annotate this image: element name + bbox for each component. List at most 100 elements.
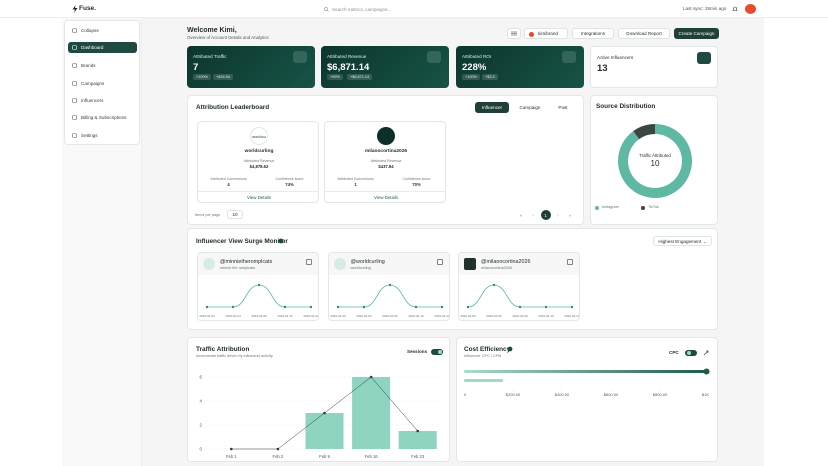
sparkline: 2026-02-03 2026-02-04 2026-02-06 2026-02-16… xyxy=(330,283,449,318)
tab[interactable]: Post xyxy=(551,102,575,113)
nav-icon xyxy=(72,133,77,138)
icon-shape xyxy=(72,45,77,50)
legend-label: Instagram xyxy=(602,205,619,209)
cost-chart: 0 $200.00 $400.00 $600.00 $800.00 $1K xyxy=(463,368,710,397)
x-tick-label: 2026-02-04 xyxy=(356,314,372,318)
bar xyxy=(305,413,344,449)
x-tick-label: Feb 1 xyxy=(226,454,237,459)
sparkline-point xyxy=(518,305,522,309)
tab[interactable]: Influencer xyxy=(475,102,509,113)
x-tick-label: 2026-02-09 xyxy=(512,314,528,318)
x-tick-label: Feb 9 xyxy=(319,454,330,459)
card-header xyxy=(459,253,579,275)
x-tick-label: 0 xyxy=(464,392,467,397)
legend-dot xyxy=(595,206,599,210)
x-tick-label: 2026-02-06 xyxy=(486,314,502,318)
traffic-panel: Traffic Attribution Incremental traffic … xyxy=(187,337,450,462)
kpi-icon[interactable] xyxy=(293,51,307,63)
expand-icon[interactable] xyxy=(703,350,709,356)
influencer-name: worldcurling xyxy=(244,149,274,154)
integrations-button[interactable]: Integrations xyxy=(572,28,614,39)
bar xyxy=(464,379,504,382)
info-icon[interactable] xyxy=(507,346,513,352)
metric-value: 74% xyxy=(285,182,294,187)
panel-subtitle: Influencer CPC / CPM xyxy=(464,354,502,358)
surge-card: @worldcurling worldcurling 2026-02-03 2026-… xyxy=(327,252,450,321)
button-label: Create Campaign xyxy=(678,31,715,36)
menu-button[interactable] xyxy=(507,28,521,39)
page-button[interactable]: » xyxy=(568,212,572,218)
nav-item[interactable]: Dashboard xyxy=(68,42,137,53)
page-button[interactable]: « xyxy=(519,212,523,218)
create-campaign-button[interactable]: Create Campaign xyxy=(674,28,719,39)
nav-item[interactable]: Campaigns xyxy=(68,78,137,89)
kpi-icon[interactable] xyxy=(697,52,711,64)
info-icon[interactable] xyxy=(278,238,284,244)
nav-item[interactable]: Brands xyxy=(68,60,137,71)
nav-item[interactable]: Settings xyxy=(68,130,137,141)
avatar[interactable] xyxy=(745,4,756,14)
page-button[interactable]: ‹ xyxy=(532,212,535,218)
x-tick-label: $1K xyxy=(702,392,709,397)
kpi-chip: +100% xyxy=(193,74,211,80)
nav-label: Campaigns xyxy=(81,81,105,86)
x-tick-label: 2026-02-06 xyxy=(382,314,398,318)
kpi-icon[interactable] xyxy=(427,51,441,63)
panel-subtitle: Incremental traffic driven by influencer… xyxy=(196,354,273,358)
items-per-page-select[interactable]: 10 xyxy=(227,210,243,219)
page-button[interactable]: › xyxy=(557,212,559,218)
kpi-icon[interactable] xyxy=(562,51,576,63)
surge-card: @minnietheromplcats minnie the romplcats 2… xyxy=(197,252,319,321)
x-tick-label: 2026-02-16 xyxy=(408,314,424,318)
avatar xyxy=(377,127,395,145)
link-icon[interactable] xyxy=(306,259,312,265)
nav-item[interactable]: Collapse xyxy=(68,25,137,36)
traffic-chart: 0 2 4 6 Feb 1 Feb 2 Feb 9 Feb 16 Feb 23 xyxy=(200,375,441,459)
icon-shape xyxy=(72,98,77,103)
kpi-chip: +99% xyxy=(327,74,343,80)
nav-item[interactable]: Billing & Subscriptions xyxy=(68,112,137,123)
view-details-link[interactable]: View Details xyxy=(246,195,272,200)
metric-value: $4,878.62 xyxy=(249,164,269,169)
bell-icon[interactable] xyxy=(732,6,738,12)
nav-item[interactable]: Influencers xyxy=(68,95,137,106)
toggle-switch[interactable] xyxy=(685,350,697,356)
nav-icon xyxy=(72,45,77,50)
chevron: ⌄ xyxy=(703,238,707,244)
search-box[interactable]: Search metrics, campaigns... xyxy=(318,4,428,14)
brand-select[interactable]: kimibrand xyxy=(524,28,568,39)
toggle-knob xyxy=(686,351,691,355)
sort-select[interactable]: Highest Engagement ⌄ xyxy=(653,236,712,246)
sparkline: 2026-02-03 2026-02-06 2026-02-09 2026-02-16… xyxy=(460,283,579,318)
trend-point xyxy=(416,429,419,433)
tab[interactable]: Campaign xyxy=(511,102,549,113)
kpi-label: Active Influencers xyxy=(597,55,634,60)
avatar xyxy=(333,258,346,270)
avatar xyxy=(464,258,476,270)
x-tick-label: 2026-02-03 xyxy=(460,314,476,318)
x-tick-label: 2026-02-16 xyxy=(538,314,554,318)
link-icon[interactable] xyxy=(567,259,573,265)
metric-label: Attributed Conversions xyxy=(210,177,247,181)
toggle-switch[interactable] xyxy=(431,349,443,355)
link-icon[interactable] xyxy=(436,259,443,265)
surge-panel: Influencer View Surge Monitor Highest En… xyxy=(187,228,718,330)
y-tick-label: 4 xyxy=(200,399,203,404)
trend-point xyxy=(230,447,233,451)
menu-icon xyxy=(511,31,517,36)
sidebar: Collapse Dashboard Brands Campaigns Influenc… xyxy=(64,20,140,145)
page-button[interactable]: 1 xyxy=(540,210,551,220)
kpi-chip: +100% xyxy=(462,74,480,80)
leaderboard-panel: Attribution Leaderboard Influencer Campai… xyxy=(187,95,584,225)
cost-panel: Cost Efficiency Influencer CPC / CPM CPC… xyxy=(456,337,718,462)
kpi-card: Attributed Traffic 7 +100% +624.54 xyxy=(187,46,315,88)
download-button[interactable]: Download Report xyxy=(618,28,670,39)
icon-shape xyxy=(72,133,77,138)
nav-icon xyxy=(72,98,77,103)
influencer-name: milanocortina2026 xyxy=(364,149,408,154)
nav-label: Billing & Subscriptions xyxy=(81,115,127,120)
x-tick-label: $200.00 xyxy=(506,392,521,397)
view-details-link[interactable]: View Details xyxy=(373,195,399,200)
panel-title: Traffic Attribution xyxy=(196,346,250,353)
display-name: milanocortina2026 xyxy=(481,266,513,270)
